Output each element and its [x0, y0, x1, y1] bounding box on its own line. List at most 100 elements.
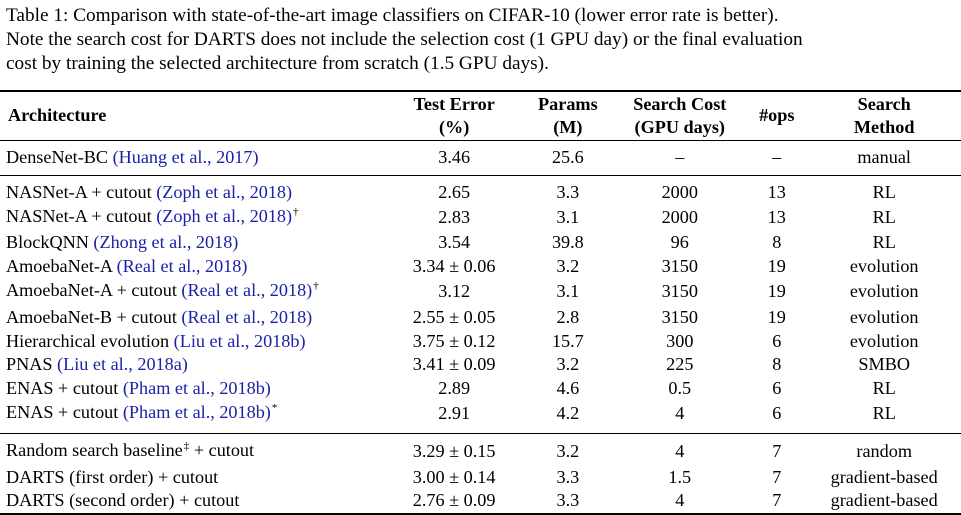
cell-search-cost: – [675, 147, 685, 167]
cell-search-method: random [856, 441, 912, 462]
cell-params: 25.6 [551, 147, 584, 167]
caption-line-3: cost by training the selected architectu… [6, 53, 549, 74]
cell-architecture: ENAS + cutout (Pham et al., 2018b)* [0, 401, 386, 433]
header-test-error: Test Error (%) [386, 91, 522, 141]
cell-params: 4.2 [556, 403, 580, 424]
table-row: DenseNet-BC (Huang et al., 2017) 3.46 25.6… [0, 140, 961, 176]
cell-ops: 7 [772, 490, 782, 511]
cell-search-method: SMBO [858, 354, 910, 375]
header-architecture: Architecture [8, 105, 107, 126]
cell-architecture: NASNet-A + cutout (Zoph et al., 2018)† [0, 205, 386, 232]
citation-link[interactable]: (Real et al., 2018) [181, 279, 313, 300]
cell-ops: 19 [767, 256, 786, 277]
table-row: DARTS (second order) + cutout 2.76 ± 0.09… [0, 489, 961, 515]
cell-test-error: 2.91 [438, 403, 471, 424]
caption-line-2: Note the search cost for DARTS does not … [6, 29, 803, 50]
cell-architecture: AmoebaNet-A + cutout (Real et al., 2018)… [0, 279, 386, 306]
citation-link[interactable]: (Liu et al., 2018a) [57, 354, 188, 375]
cell-architecture: DenseNet-BC (Huang et al., 2017) [0, 141, 386, 176]
cell-architecture: AmoebaNet-B + cutout (Real et al., 2018) [0, 306, 386, 330]
cell-test-error: 3.41 ± 0.09 [412, 354, 496, 375]
results-table: Architecture Test Error (%) Params (M) Sea… [0, 90, 961, 515]
cell-params: 3.3 [556, 466, 580, 487]
cell-search-cost: 300 [666, 330, 694, 351]
architecture-name: BlockQNN [6, 232, 94, 253]
cell-test-error: 3.00 ± 0.14 [412, 466, 496, 487]
footnote-mark: * [271, 401, 278, 414]
cell-params: 2.8 [556, 306, 580, 327]
header-search-cost-line1: Search Cost [633, 94, 727, 114]
cell-search-method: evolution [849, 281, 919, 302]
architecture-name: Random search baseline [6, 439, 183, 460]
citation-link[interactable]: (Huang et al., 2017) [112, 147, 259, 167]
architecture-name: Hierarchical evolution [6, 330, 174, 351]
cell-search-cost: 4 [675, 490, 685, 511]
cell-params: 3.3 [556, 490, 580, 511]
header-params: Params (M) [522, 91, 613, 141]
architecture-name: ENAS + cutout [6, 378, 123, 399]
cell-architecture: AmoebaNet-A (Real et al., 2018) [0, 255, 386, 279]
cell-architecture: DARTS (first order) + cutout [0, 466, 386, 490]
header-test-error-line1: Test Error [413, 94, 495, 114]
footnote-mark: † [293, 205, 299, 218]
cell-search-cost: 3150 [661, 281, 698, 302]
header-ops: #ops [759, 105, 795, 126]
architecture-name: AmoebaNet-A [6, 256, 117, 277]
cell-search-cost: 0.5 [668, 378, 692, 399]
table-row: Random search baseline‡ + cutout 3.29 ± 0… [0, 433, 961, 465]
cell-test-error: 3.12 [438, 281, 471, 302]
header-search-method: Search Method [807, 91, 961, 141]
cell-search-method: RL [872, 181, 896, 202]
cell-params: 4.6 [556, 378, 580, 399]
table-row: NASNet-A + cutout (Zoph et al., 2018)† 2.… [0, 205, 961, 232]
cell-ops: 13 [767, 207, 786, 228]
cell-ops: 19 [767, 306, 786, 327]
citation-link[interactable]: (Zoph et al., 2018) [156, 205, 293, 226]
header-search-method-line2: Method [853, 116, 915, 137]
cell-params: 3.3 [556, 181, 580, 202]
cell-search-cost: 96 [670, 232, 689, 253]
cell-search-cost: 3150 [661, 256, 698, 277]
header-test-error-line2: (%) [438, 116, 470, 137]
cell-search-method: evolution [849, 256, 919, 277]
architecture-name: AmoebaNet-B + cutout [6, 306, 182, 327]
architecture-name: NASNet-A + cutout [6, 181, 157, 202]
citation-link[interactable]: (Zhong et al., 2018) [93, 232, 239, 253]
citation-link[interactable]: (Zoph et al., 2018) [156, 181, 293, 202]
citation-link[interactable]: (Real et al., 2018) [181, 306, 313, 327]
footnote-mark: † [313, 279, 319, 292]
table-row: AmoebaNet-B + cutout (Real et al., 2018)… [0, 306, 961, 330]
cell-test-error: 2.65 [438, 181, 471, 202]
architecture-name: PNAS [6, 354, 58, 375]
cell-architecture: ENAS + cutout (Pham et al., 2018b) [0, 377, 386, 401]
cell-ops: 7 [772, 441, 782, 462]
cell-ops: 8 [772, 232, 782, 253]
citation-link[interactable]: (Pham et al., 2018b) [122, 378, 271, 399]
header-search-cost-line2: (GPU days) [634, 116, 725, 137]
cell-ops: – [772, 147, 782, 167]
caption-line-1: Table 1: Comparison with state-of-the-ar… [6, 5, 779, 26]
citation-link[interactable]: (Liu et al., 2018b) [173, 330, 306, 351]
cell-test-error: 2.89 [438, 378, 471, 399]
table-row: Hierarchical evolution (Liu et al., 2018… [0, 330, 961, 354]
header-search-cost: Search Cost (GPU days) [613, 91, 746, 141]
cell-test-error: 3.54 [438, 232, 471, 253]
header-params-line1: Params [538, 94, 598, 114]
cell-ops: 6 [772, 330, 782, 351]
citation-link[interactable]: (Real et al., 2018) [116, 256, 248, 277]
cell-params: 3.2 [556, 354, 580, 375]
cell-search-cost: 1.5 [668, 466, 692, 487]
cell-search-cost: 3150 [661, 306, 698, 327]
architecture-name: AmoebaNet-A + cutout [6, 279, 182, 300]
cell-ops: 7 [772, 466, 782, 487]
cell-search-method: evolution [849, 330, 919, 351]
cell-test-error: 3.29 ± 0.15 [412, 441, 496, 462]
cell-search-cost: 2000 [661, 207, 698, 228]
table-row: BlockQNN (Zhong et al., 2018) 3.54 39.8 96 8… [0, 231, 961, 255]
footnote-mark: ‡ [183, 439, 190, 452]
citation-link[interactable]: (Pham et al., 2018b) [122, 401, 271, 422]
cell-test-error: 2.83 [438, 207, 471, 228]
cell-params: 3.1 [556, 207, 580, 228]
table-header: Architecture Test Error (%) Params (M) Sea… [0, 91, 961, 141]
cell-search-cost: 4 [675, 441, 685, 462]
